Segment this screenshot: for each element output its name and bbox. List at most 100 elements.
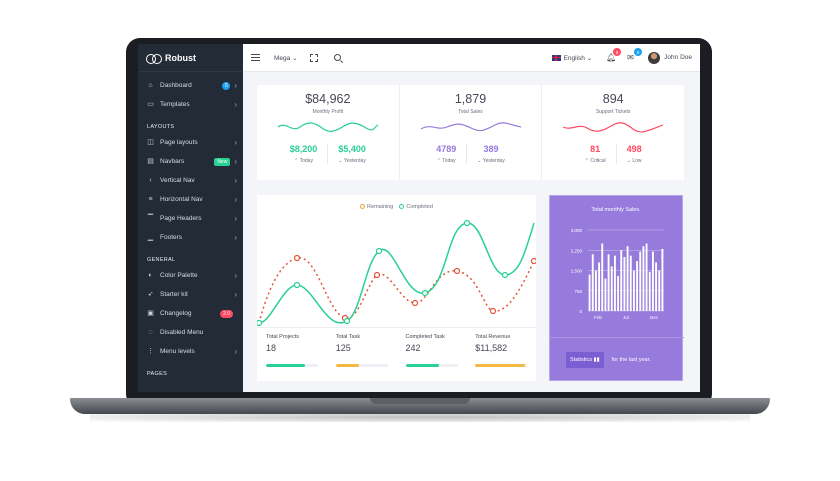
- clipboard-icon: ▣: [147, 310, 154, 317]
- caret-down-icon: ⌄: [626, 158, 633, 164]
- user-name[interactable]: John Doe: [664, 54, 692, 61]
- legend-label: Completed: [406, 204, 433, 210]
- line-chart: [257, 219, 536, 327]
- sub-value: 498: [626, 144, 642, 154]
- sidebar-item-color-palette[interactable]: ◐ Color Palette ›: [138, 266, 243, 285]
- y-tick-label: 1,500: [571, 269, 583, 274]
- eye-off-icon: ◌: [148, 329, 153, 336]
- sidebar-item-label: Templates: [160, 101, 190, 108]
- bar: [601, 243, 604, 311]
- mail-icon[interactable]: ✉ 5: [627, 48, 643, 62]
- caret-up-icon: ⌃: [294, 158, 300, 164]
- sidebar-item-page-headers[interactable]: ▔ Page Headers ›: [138, 209, 243, 228]
- bar: [604, 278, 607, 311]
- remaining-marker-icon: [360, 204, 366, 209]
- statistics-button[interactable]: Statistics ▮▮: [566, 351, 604, 368]
- layout-icon: ◫: [147, 139, 154, 146]
- bar: [639, 251, 642, 311]
- total-value: 125: [335, 343, 351, 353]
- bar-chart-icon: ▮▮: [593, 356, 600, 363]
- chevron-right-icon: ›: [234, 81, 237, 90]
- statistics-button-label: Statistics: [570, 356, 593, 363]
- chevron-down-icon: ⌄: [586, 54, 593, 62]
- sub-label: Critical: [590, 158, 606, 164]
- remaining-point: [293, 254, 301, 262]
- sidebar-item-vertical-nav[interactable]: ‹ Vertical Nav ›: [138, 171, 243, 190]
- bar-card-footer: Statistics ▮▮ for the last year.: [550, 337, 684, 381]
- sidebar-item-page-layouts[interactable]: ◫ Page layouts ›: [138, 133, 243, 152]
- x-tick-label: Jul: [623, 315, 629, 320]
- bar: [636, 261, 639, 311]
- bar: [613, 255, 616, 311]
- total-value: 18: [266, 343, 277, 353]
- sidebar-item-starter-kit[interactable]: ➶ Starter kit ›: [138, 285, 243, 304]
- legend-remaining[interactable]: Remaining: [360, 204, 393, 210]
- tickets-sparkline: [562, 122, 664, 133]
- sidebar-item-dashboard[interactable]: ⌂ Dashboard 5 ›: [138, 76, 243, 95]
- brand[interactable]: Robust: [138, 44, 243, 72]
- sub-label: Today: [442, 158, 456, 164]
- stat-label: Support Tickets: [595, 109, 631, 115]
- menu-toggle-icon[interactable]: [251, 54, 260, 61]
- bar: [655, 262, 658, 311]
- sidebar-item-label: Menu levels: [160, 348, 195, 355]
- chevron-right-icon: ›: [234, 347, 237, 356]
- sub-label: Yesterday: [343, 158, 366, 164]
- sidebar-item-navbars[interactable]: ▤ Navbars New ›: [138, 152, 243, 171]
- sidebar-item-label: Vertical Nav: [160, 177, 195, 184]
- bar: [648, 271, 651, 311]
- progress-bar: [335, 364, 388, 367]
- sub-label: Yesterday: [482, 158, 505, 164]
- avatar[interactable]: [648, 51, 661, 64]
- bar: [651, 251, 654, 311]
- progress-fill: [405, 364, 440, 367]
- sales-sparkline: [420, 122, 521, 132]
- total-projects: Total Projects 18: [257, 328, 327, 381]
- x-tick-label: Dec: [650, 315, 659, 320]
- fullscreen-icon[interactable]: [309, 53, 318, 62]
- profit-sparkline: [277, 122, 379, 132]
- sidebar-item-label: Horizontal Nav: [160, 196, 203, 203]
- sidebar-item-label: Color Palette: [160, 272, 198, 279]
- y-tick-label: 2,250: [571, 248, 583, 253]
- version-badge: 2.0: [220, 309, 233, 318]
- mega-menu-dropdown[interactable]: Mega ⌄: [274, 54, 298, 62]
- sidebar-item-label: Changelog: [160, 310, 192, 317]
- sidebar-item-footers[interactable]: ▁ Footers ›: [138, 228, 243, 247]
- horizontal-nav-icon: ≡: [148, 196, 153, 203]
- bar: [591, 254, 594, 311]
- stat-monthly-profit: $84,962 Monthly Profit $8,200 ⌃ Today $5…: [257, 85, 399, 180]
- language-dropdown[interactable]: English ⌄: [564, 54, 593, 62]
- uk-flag-icon: [551, 54, 561, 61]
- footer-icon: ▁: [147, 234, 154, 241]
- bar: [620, 250, 623, 311]
- home-icon: ⌂: [148, 82, 153, 89]
- legend-completed[interactable]: Completed: [399, 204, 433, 210]
- screen: Robust ⌂ Dashboard 5 › ▭ Templates › LAY…: [138, 44, 700, 392]
- total-label: Total Revenue: [475, 334, 511, 340]
- dashboard-badge: 5: [222, 81, 231, 90]
- sidebar-item-horizontal-nav[interactable]: ≡ Horizontal Nav ›: [138, 190, 243, 209]
- bell-icon[interactable]: 🔔︎ 5: [606, 48, 622, 62]
- sidebar-item-label: Starter kit: [160, 291, 188, 298]
- brand-name: Robust: [165, 52, 196, 63]
- sub-value: 4789: [436, 144, 457, 154]
- sidebar-item-changelog[interactable]: ▣ Changelog 2.0: [138, 304, 243, 323]
- chevron-right-icon: ›: [234, 138, 237, 147]
- chevron-down-icon: ⌄: [292, 54, 298, 62]
- sidebar-item-menu-levels[interactable]: ⋮ Menu levels ›: [138, 342, 243, 361]
- section-layouts: LAYOUTS: [147, 124, 175, 130]
- progress-bar: [475, 364, 528, 367]
- total-value: $11,582: [475, 343, 508, 353]
- sidebar-item-label: Disabled Menu: [160, 329, 204, 336]
- menu-levels-icon: ⋮: [147, 348, 154, 355]
- chevron-right-icon: ›: [234, 290, 237, 299]
- vertical-nav-icon: ‹: [149, 177, 152, 184]
- sidebar: Robust ⌂ Dashboard 5 › ▭ Templates › LAY…: [138, 44, 243, 392]
- search-icon[interactable]: [333, 54, 341, 61]
- chart-legend: Remaining Completed: [257, 204, 536, 210]
- laptop-base: [70, 398, 770, 414]
- sidebar-item-templates[interactable]: ▭ Templates ›: [138, 95, 243, 114]
- y-tick-label: 750: [574, 289, 582, 294]
- stat-total-sales: 1,879 Total Sales 4789 ⌃ Today 389 ⌄ Yes…: [398, 85, 542, 180]
